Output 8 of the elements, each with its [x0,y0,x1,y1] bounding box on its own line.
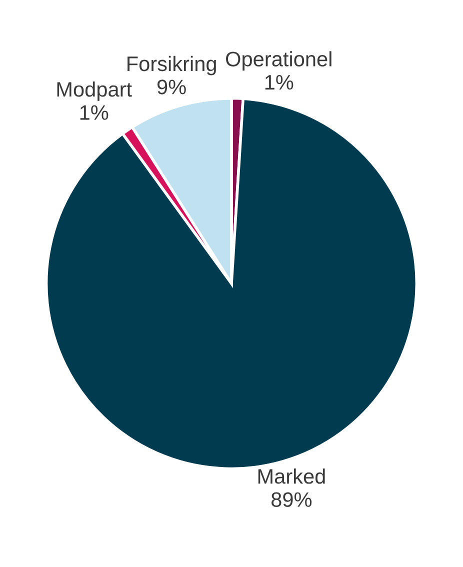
data-label: 1% [265,75,294,90]
slice-label: Operationel [226,51,332,71]
data-label: 89% [271,492,312,507]
data-label: 9% [157,80,186,94]
data-label: 1% [80,105,108,120]
slice-label: Forsikring [128,56,216,76]
slice-label: Marked [258,468,325,484]
slice-label: Modpart [57,81,132,101]
